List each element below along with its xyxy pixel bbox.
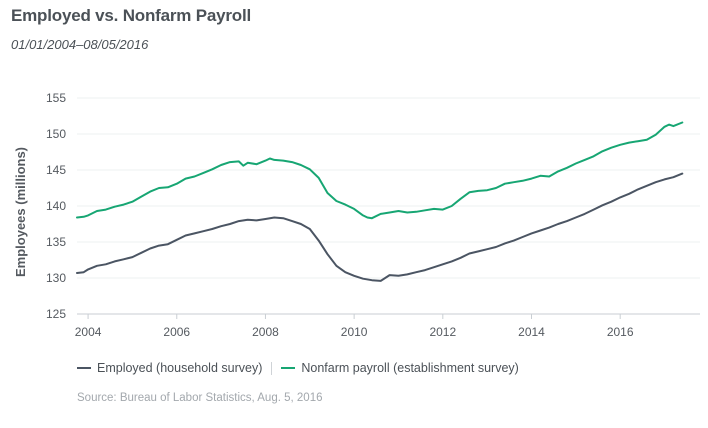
chart-legend: Employed (household survey) Nonfarm payr…: [77, 361, 519, 375]
legend-label-employed: Employed (household survey): [97, 361, 263, 375]
y-tick-label-140: 140: [46, 199, 66, 213]
y-tick-label-125: 125: [46, 307, 66, 321]
legend-item-employed[interactable]: Employed (household survey): [77, 361, 262, 375]
y-tick-label-155: 155: [46, 91, 66, 105]
gridlines: [77, 97, 700, 315]
x-tick-label-2004: 2004: [75, 325, 102, 339]
legend-swatch-employed: [77, 367, 91, 369]
legend-item-nonfarm[interactable]: Nonfarm payroll (establishment survey): [281, 361, 519, 375]
y-axis-ticks: 125 130 135 140 145 150 155: [46, 91, 66, 321]
x-tick-label-2016: 2016: [607, 325, 634, 339]
series-lines: [76, 121, 684, 282]
legend-swatch-nonfarm: [281, 367, 296, 369]
series-line-employed[interactable]: [76, 172, 684, 282]
source-note: Source: Bureau of Labor Statistics, Aug.…: [77, 392, 323, 404]
x-tick-label-2006: 2006: [163, 325, 190, 339]
y-tick-label-150: 150: [46, 127, 66, 141]
chart-title: Employed vs. Nonfarm Payroll: [11, 6, 252, 25]
legend-divider: [271, 361, 273, 375]
x-tick-label-2010: 2010: [341, 325, 368, 339]
x-tick-label-2014: 2014: [518, 325, 545, 339]
series-line-nonfarm[interactable]: [76, 121, 684, 220]
date-range-subtitle: 01/01/2004–08/05/2016: [11, 37, 149, 52]
x-tick-label-2008: 2008: [252, 325, 279, 339]
x-axis-ticks: 2004 2006 2008 2010 2012 2014 2016: [75, 314, 634, 339]
y-tick-label-130: 130: [46, 271, 66, 285]
y-tick-label-135: 135: [46, 235, 66, 249]
y-tick-label-145: 145: [46, 163, 66, 177]
y-axis-label: Employees (millions): [13, 147, 28, 277]
x-tick-label-2012: 2012: [429, 325, 456, 339]
legend-label-nonfarm: Nonfarm payroll (establishment survey): [301, 361, 519, 375]
